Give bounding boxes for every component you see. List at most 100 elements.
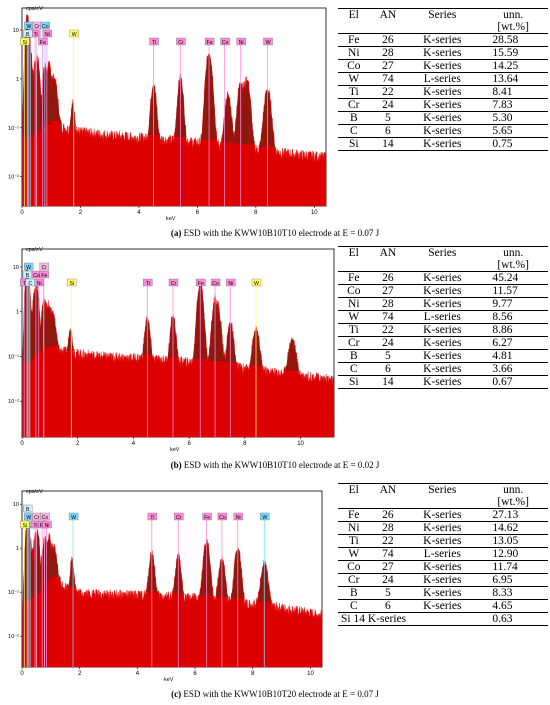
svg-text:W: W [254,281,259,287]
element-marker-label: Ni [226,278,236,287]
svg-text:Ti: Ti [152,40,156,46]
x-tick-label: 4 [137,210,141,216]
y-tick-label: 10⁻¹ [8,126,19,132]
header-an: AN [379,484,397,496]
peak-mark [67,559,77,592]
table-row: Ni 28 K-series 14.62 [338,522,548,535]
table-row: Co 27 K-series 11.74 [338,561,548,574]
cell-value: 6.27 [492,337,513,349]
cell-atomic-number: 26 [382,272,394,284]
x-axis-label: keV [164,677,174,683]
y-tick-label: 10 [13,265,19,271]
table-row: Si 14 K-series 0.75 [338,138,548,151]
cell-atomic-number: 26 [382,34,394,46]
cell-value: 0.75 [492,138,513,150]
svg-text:Ni: Ni [45,523,50,529]
svg-text:Ti: Ti [34,32,38,38]
cell-atomic-number: 6 [385,600,391,612]
cell-series: K-series [423,86,462,98]
element-marker-label: Ni [42,520,52,529]
cell-atomic-number: 74 [382,548,394,560]
svg-text:Si: Si [22,523,27,529]
cell-value: 3.66 [492,363,513,375]
cell-series: K-series [423,99,462,111]
table-row: Co 27 K-series 11.57 [338,285,548,298]
cell-element: C [349,600,358,612]
caption-b: (b) ESD with the KWW10B10T10 electrode a… [0,460,550,470]
x-tick-label: 6 [187,441,191,447]
cell-atomic-number: 14 [382,376,394,388]
caption-a: (a) ESD with the KWW10B10T10 electrode a… [0,228,550,238]
svg-text:Cr: Cr [34,24,40,30]
y-tick-label: 10⁻¹ [8,354,19,360]
cell-series: K-series [423,350,462,362]
eds-spectrum-a: WCrCoCTiNiSiFeBWTiCrFeCoNiW10110⁻¹10⁻²02… [2,2,328,222]
element-marker-label: Co [220,37,230,46]
element-marker-label: Co [40,512,50,521]
eds-spectrum-c: BWCrCoCTiFeSiNiWTiCrFeCoNiW10110⁻¹10⁻²02… [2,485,324,683]
cell-element: Ni [348,522,360,534]
x-tick-label: 8 [251,671,255,677]
element-marker-label: W [69,29,79,38]
cell-value: 0.67 [492,376,513,388]
cell-series: K-series [423,574,462,586]
table-header: El AN Series unn. [wt.%] [338,484,548,509]
cell-series: K-series [423,509,462,521]
table-row: W 74 L-series 13.64 [338,73,548,86]
cell-atomic-number: 6 [385,363,391,375]
cell-value: 15.59 [492,47,519,59]
cell-atomic-number: 28 [382,298,394,310]
cell-element: Ti [348,535,359,547]
cell-element: W [348,311,360,323]
cell-atomic-number: 74 [382,311,394,323]
svg-text:Fe: Fe [41,273,47,279]
element-marker-label: Co [210,278,221,287]
cell-atomic-number: 14 [382,138,394,150]
x-tick-label: 10 [311,210,318,216]
y-axis-label: cps/eV [26,247,43,253]
cell-atomic-number: 74 [382,73,394,85]
x-tick-label: 8 [243,441,247,447]
cell-atomic-number: 24 [382,574,394,586]
cell-value: 45.24 [492,272,519,284]
peak-mark [47,78,62,125]
svg-text:W: W [26,265,31,271]
composition-table-c: El AN Series unn. [wt.%] Fe 26 K-series 27.1… [338,483,548,626]
cell-element: C [349,125,358,137]
caption-text: ESD with the KWW10B10T20 electrode at E … [181,689,379,699]
y-tick-label: 10⁻¹ [8,590,19,596]
cell-element: Ni [348,298,360,310]
x-tick-label: 4 [132,441,136,447]
svg-text:Co: Co [42,515,49,521]
header-el: El [348,484,359,496]
cell-element: Ti [348,324,359,336]
element-marker-label: Fe [202,512,212,521]
element-marker-label: Fe [196,278,206,287]
header-el: El [348,247,359,259]
composition-table-b: El AN Series unn. [wt.%] Fe 26 K-series 45.2… [338,246,548,389]
element-marker-label: Ti [149,37,159,46]
cell-value: 14.25 [492,60,519,72]
x-tick-label: 10 [307,671,314,677]
element-marker-label: Fe [39,270,49,279]
svg-text:Si: Si [23,40,28,46]
cell-series: K-series [423,298,462,310]
table-header: El AN Series unn. [wt.%] [338,9,548,34]
element-marker-label: Ni [42,29,52,38]
header-unn-unit: [wt.%] [497,21,529,33]
header-unn-label: unn. [503,9,524,21]
element-marker-label: Co [217,512,228,521]
table-row: B 5 K-series 4.81 [338,350,548,363]
cell-atomic-number: 22 [382,535,394,547]
element-marker-label: W [24,512,34,521]
x-tick-label: 6 [193,671,197,677]
x-tick-label: 0 [20,210,24,216]
header-series: Series [428,484,457,496]
svg-text:W: W [71,515,76,521]
cell-value: 8.33 [492,587,513,599]
cell-atomic-number: 28 [382,522,394,534]
element-marker-label: Fe [204,37,215,46]
element-marker-label: Si [20,520,30,529]
svg-text:Co: Co [212,281,219,287]
x-tick-label: 8 [254,210,258,216]
